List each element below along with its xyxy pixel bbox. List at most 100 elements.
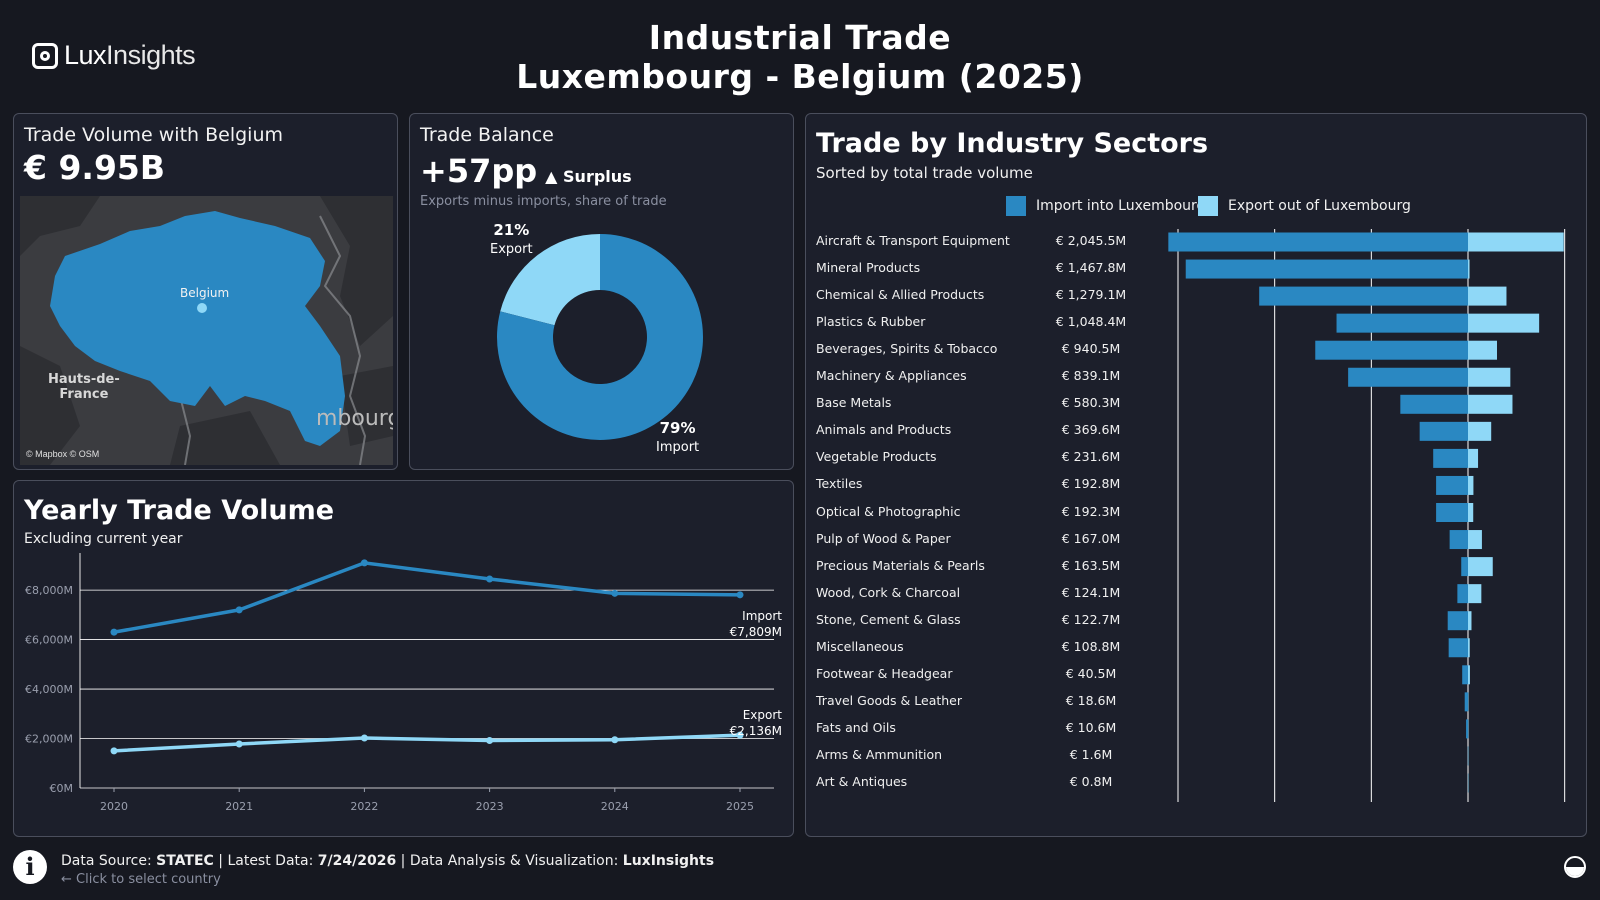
bar-import[interactable]	[1462, 665, 1468, 685]
bar-export[interactable]	[1468, 367, 1511, 387]
sector-row[interactable]: Aircraft & Transport Equipment € 2,045.5M	[806, 229, 1588, 256]
sector-row[interactable]: Base Metals € 580.3M	[806, 391, 1588, 418]
sector-row[interactable]: Travel Goods & Leather € 18.6M	[806, 689, 1588, 716]
point-import-2023[interactable]	[486, 575, 494, 583]
sector-row[interactable]: Vegetable Products € 231.6M	[806, 445, 1588, 472]
sector-row[interactable]: Stone, Cement & Glass € 122.7M	[806, 608, 1588, 635]
bar-export[interactable]	[1468, 692, 1469, 712]
sector-row[interactable]: Pulp of Wood & Paper € 167.0M	[806, 527, 1588, 554]
bar-export[interactable]	[1468, 719, 1469, 739]
bar-import[interactable]	[1419, 421, 1468, 441]
sector-row[interactable]: Plastics & Rubber € 1,048.4M	[806, 310, 1588, 337]
legend-export[interactable]: Export out of Luxembourg	[1198, 196, 1411, 216]
sector-row[interactable]: Animals and Products € 369.6M	[806, 418, 1588, 445]
bar-export[interactable]	[1468, 530, 1482, 550]
export-end-value: €2,136M	[729, 724, 782, 738]
bar-export[interactable]	[1468, 503, 1474, 522]
bar-export[interactable]	[1468, 421, 1492, 441]
bar-export[interactable]	[1468, 232, 1564, 252]
yearly-line-chart[interactable]: €0M €2,000M €4,000M €6,000M €8,000M 2020 2021 2…	[14, 481, 795, 838]
sector-row[interactable]: Chemical & Allied Products € 1,279.1M	[806, 283, 1588, 310]
sector-row[interactable]: Mineral Products € 1,467.8M	[806, 256, 1588, 283]
sector-row[interactable]: Fats and Oils € 10.6M	[806, 716, 1588, 743]
point-import-2020[interactable]	[110, 628, 118, 636]
bar-export[interactable]	[1468, 394, 1513, 414]
point-export-2023[interactable]	[486, 737, 494, 745]
point-export-2021[interactable]	[235, 740, 243, 748]
bar-import[interactable]	[1315, 340, 1468, 360]
bar-export[interactable]	[1468, 665, 1470, 685]
bar-import[interactable]	[1336, 313, 1468, 333]
sector-name: Fats and Oils	[816, 719, 896, 735]
logo-text: LuxInsights	[64, 40, 196, 71]
sector-row[interactable]: Textiles € 192.8M	[806, 472, 1588, 499]
bar-import[interactable]	[1464, 692, 1468, 712]
bar-export[interactable]	[1468, 611, 1472, 631]
point-import-2021[interactable]	[235, 606, 243, 614]
sector-bar-chart[interactable]	[806, 114, 1588, 838]
sector-row[interactable]: Art & Antiques € 0.8M	[806, 770, 1588, 797]
point-import-2025[interactable]	[736, 591, 744, 599]
donut-slice-import[interactable]	[497, 234, 703, 440]
bar-import[interactable]	[1457, 584, 1468, 604]
bar-import[interactable]	[1466, 719, 1468, 739]
logo-lux: Lux	[64, 40, 107, 70]
bar-import[interactable]	[1259, 286, 1468, 306]
bar-export[interactable]	[1468, 259, 1470, 279]
sector-total: € 122.7M	[1061, 611, 1121, 627]
sector-row[interactable]: Precious Materials & Pearls € 163.5M	[806, 554, 1588, 581]
sector-name: Textiles	[816, 476, 863, 492]
donut-slice-export[interactable]	[500, 234, 600, 326]
bar-import[interactable]	[1185, 259, 1468, 279]
point-export-2020[interactable]	[110, 747, 118, 755]
point-export-2022[interactable]	[360, 734, 368, 742]
bar-export[interactable]	[1468, 746, 1469, 766]
latest-value: 7/24/2026	[317, 853, 397, 869]
map-region-line-2: France	[59, 387, 109, 402]
bar-export[interactable]	[1468, 557, 1493, 577]
bar-import[interactable]	[1168, 232, 1468, 252]
sector-row[interactable]: Miscellaneous € 108.8M	[806, 635, 1588, 662]
bar-import[interactable]	[1436, 475, 1468, 495]
sector-row[interactable]: Footwear & Headgear € 40.5M	[806, 662, 1588, 689]
sector-row[interactable]: Wood, Cork & Charcoal € 124.1M	[806, 581, 1588, 608]
bar-export[interactable]	[1468, 584, 1482, 604]
bar-import[interactable]	[1348, 367, 1468, 387]
bar-export[interactable]	[1468, 286, 1507, 306]
bar-import[interactable]	[1436, 503, 1468, 522]
lux-logo: LuxInsights	[32, 40, 196, 71]
sector-name: Wood, Cork & Charcoal	[816, 584, 961, 600]
point-export-2025[interactable]	[736, 731, 744, 739]
bar-export[interactable]	[1468, 475, 1474, 495]
series-line-export	[113, 733, 741, 753]
map-attribution[interactable]: © Mapbox © OSM	[26, 449, 100, 459]
bar-import[interactable]	[1449, 530, 1468, 550]
point-export-2024[interactable]	[611, 736, 619, 744]
theme-toggle-icon[interactable]	[1564, 856, 1586, 878]
sector-name: Machinery & Appliances	[816, 368, 967, 384]
sector-row[interactable]: Optical & Photographic € 192.3M	[806, 500, 1588, 527]
bar-import[interactable]	[1433, 448, 1468, 468]
bar-export[interactable]	[1468, 773, 1469, 793]
info-icon[interactable]: i	[13, 850, 47, 884]
bar-import[interactable]	[1461, 557, 1468, 577]
bar-export[interactable]	[1468, 448, 1479, 468]
sectors-title: Trade by Industry Sectors	[816, 128, 1209, 159]
legend-import[interactable]: Import into Luxembourg	[1006, 196, 1205, 216]
bar-import[interactable]	[1447, 611, 1468, 631]
select-country-link[interactable]: ← Click to select country	[61, 872, 221, 887]
sector-row[interactable]: Arms & Ammunition € 1.6M	[806, 743, 1588, 770]
import-share-name: Import	[656, 440, 700, 455]
sector-row[interactable]: Beverages, Spirits & Tobacco € 940.5M	[806, 337, 1588, 364]
country-map[interactable]: Belgium Hauts-de- France mbourg © Mapbox…	[20, 196, 393, 465]
bar-import[interactable]	[1400, 394, 1468, 414]
bar-export[interactable]	[1468, 340, 1497, 360]
map-label-city: mbourg	[316, 406, 393, 431]
point-import-2022[interactable]	[360, 559, 368, 567]
bar-import[interactable]	[1448, 638, 1468, 658]
sector-row[interactable]: Machinery & Appliances € 839.1M	[806, 364, 1588, 391]
bar-export[interactable]	[1468, 313, 1540, 333]
point-import-2024[interactable]	[611, 589, 619, 597]
bar-export[interactable]	[1468, 638, 1470, 658]
sector-name: Animals and Products	[816, 422, 952, 438]
